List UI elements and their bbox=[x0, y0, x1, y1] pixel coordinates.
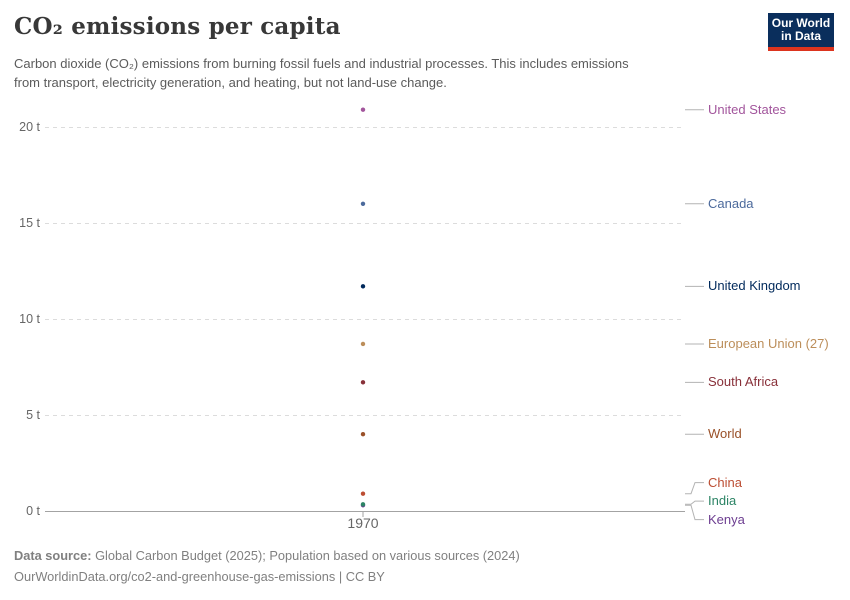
data-point-united-states[interactable] bbox=[360, 107, 366, 112]
series-label-united-kingdom[interactable]: United Kingdom bbox=[708, 278, 801, 294]
chart-subtitle-line1: Carbon dioxide (CO₂) emissions from burn… bbox=[14, 56, 629, 71]
owid-logo-line1: Our World bbox=[771, 15, 831, 30]
label-connector-india bbox=[685, 500, 704, 505]
owid-logo[interactable]: Our World in Data bbox=[768, 13, 834, 51]
y-axis-tick-label-0: 0 t bbox=[26, 504, 40, 518]
y-axis-tick-label-5: 5 t bbox=[26, 408, 40, 422]
series-label-european-union-27[interactable]: European Union (27) bbox=[708, 335, 829, 351]
series-label-south-africa[interactable]: South Africa bbox=[708, 374, 779, 390]
footer-url-line[interactable]: OurWorldinData.org/co2-and-greenhouse-ga… bbox=[14, 569, 385, 584]
series-label-world[interactable]: World bbox=[708, 426, 742, 442]
footer-source-line: Data source: Global Carbon Budget (2025)… bbox=[14, 545, 520, 566]
owid-logo-line2: in Data bbox=[780, 29, 821, 43]
y-axis-tick-label-10: 10 t bbox=[19, 312, 40, 326]
chart-subtitle-line2: from transport, electricity generation, … bbox=[14, 75, 447, 90]
chart-footer: Data source: Global Carbon Budget (2025)… bbox=[14, 545, 520, 587]
data-point-european-union-27[interactable] bbox=[360, 341, 366, 347]
data-point-united-kingdom[interactable] bbox=[360, 284, 366, 289]
series-label-kenya[interactable]: Kenya bbox=[708, 511, 745, 527]
y-axis-tick-label-20: 20 t bbox=[19, 120, 40, 134]
series-label-united-states[interactable]: United States bbox=[708, 101, 787, 117]
label-connector-kenya bbox=[685, 504, 704, 521]
chart-subtitle: Carbon dioxide (CO₂) emissions from burn… bbox=[14, 54, 724, 92]
footer-source-text: Global Carbon Budget (2025); Population … bbox=[91, 548, 520, 563]
x-axis-tick-label: 1970 bbox=[347, 515, 379, 531]
data-point-canada[interactable] bbox=[360, 201, 366, 206]
y-axis-tick-label-15: 15 t bbox=[19, 216, 40, 230]
data-point-china[interactable] bbox=[360, 491, 366, 496]
data-point-world[interactable] bbox=[360, 432, 366, 437]
label-connector-china bbox=[685, 482, 704, 495]
series-label-china[interactable]: China bbox=[708, 474, 742, 490]
series-label-canada[interactable]: Canada bbox=[708, 195, 754, 211]
footer-source-label: Data source: bbox=[14, 548, 92, 563]
data-point-south-africa[interactable] bbox=[360, 380, 366, 385]
chart-title: CO₂ emissions per capita bbox=[14, 13, 341, 40]
data-point-india[interactable] bbox=[360, 502, 366, 507]
series-label-india[interactable]: India bbox=[708, 493, 737, 509]
